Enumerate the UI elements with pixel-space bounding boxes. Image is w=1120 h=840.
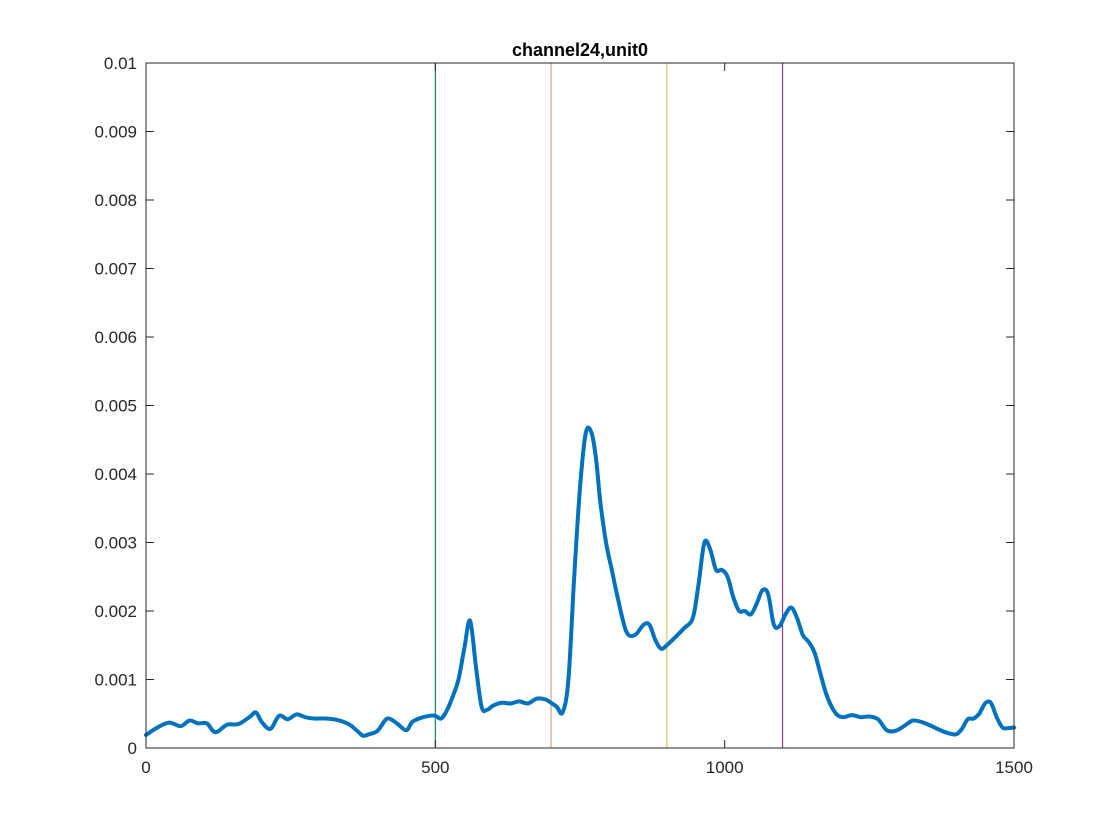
y-tick-label: 0.002	[94, 602, 137, 621]
series-layer	[144, 425, 1016, 738]
y-tick-label: 0.008	[94, 191, 137, 210]
y-tick-label: 0.003	[94, 534, 137, 553]
x-tick-label: 500	[421, 758, 449, 777]
x-tick-label: 1000	[706, 758, 744, 777]
x-tick-label: 1500	[995, 758, 1033, 777]
series-line-1	[144, 425, 1016, 738]
x-tick-label: 0	[141, 758, 150, 777]
ticks-layer: 0 0.001 0.002 0.003 0.004 0.005 0.006 0.007 0.00…	[94, 54, 1032, 777]
y-tick-label: 0.009	[94, 123, 137, 142]
y-tick-label: 0.004	[94, 465, 137, 484]
y-tick-label: 0.001	[94, 671, 137, 690]
vertical-markers	[434, 63, 784, 748]
y-tick-label: 0.006	[94, 328, 137, 347]
chart-title: channel24,unit0	[512, 40, 648, 60]
y-tick-label: 0.01	[104, 54, 137, 73]
y-tick-label: 0.005	[94, 397, 137, 416]
y-tick-label: 0.007	[94, 260, 137, 279]
y-tick-label: 0	[128, 739, 137, 758]
